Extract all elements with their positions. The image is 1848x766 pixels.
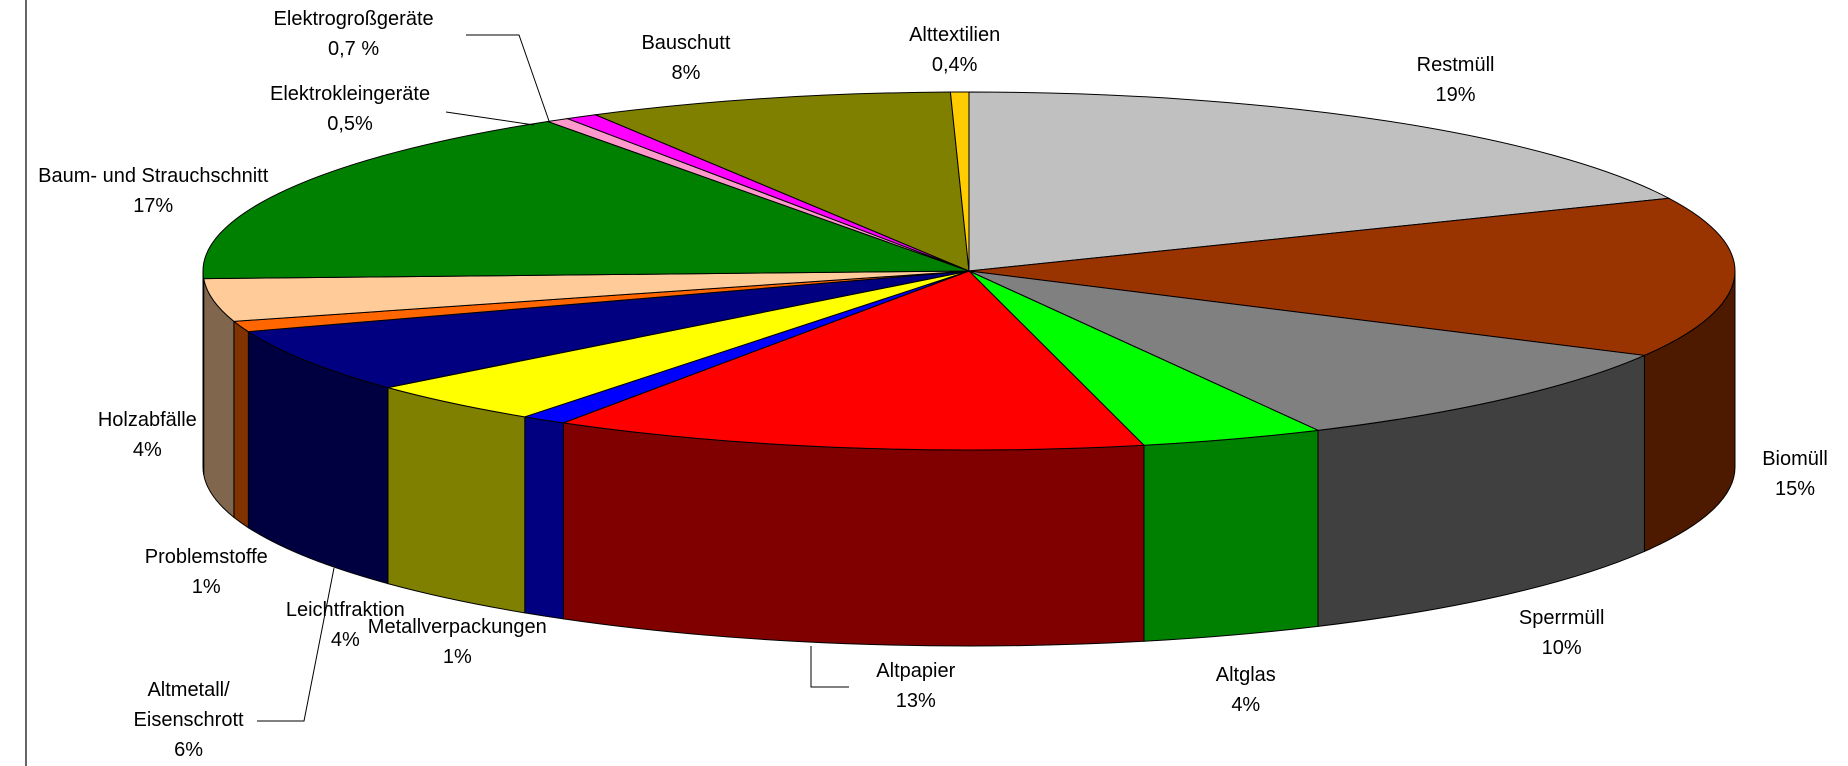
slice-value: 10%: [1541, 637, 1582, 660]
pie-slice: [968, 270, 1647, 431]
slice-label: Altglas 4%: [1216, 660, 1276, 720]
slice-label: Restmüll 19%: [1417, 50, 1495, 110]
slice-value: 6%: [174, 739, 204, 762]
slice-name: Restmüll: [1416, 53, 1495, 76]
slice-name: Altpapier: [876, 660, 956, 683]
leader-line: [810, 646, 849, 688]
slice-value: 4%: [132, 439, 162, 462]
slice-value: 17%: [133, 195, 174, 218]
slice-label: Holzabfälle 4%: [98, 405, 197, 465]
pie-slice: [949, 91, 970, 272]
leader-line: [257, 567, 335, 722]
slice-label: Elektrokleingeräte 0,5%: [270, 79, 430, 139]
slice-name: Bauschutt: [641, 32, 731, 55]
pie-slice: [968, 197, 1736, 356]
pie-slice: [593, 91, 970, 272]
pie-side: [562, 422, 1145, 647]
pie-slice: [246, 270, 970, 389]
slice-value: 4%: [1231, 694, 1261, 717]
slice-label: Sperrmüll 10%: [1519, 603, 1605, 663]
slice-value: 1%: [442, 645, 472, 668]
pie-slice: [202, 120, 970, 280]
pie-slice: [968, 91, 1671, 272]
leader-line: [466, 34, 550, 122]
slice-value: 0,7 %: [327, 37, 380, 60]
slice-label: Alttextilien 0,4%: [909, 20, 1000, 80]
slice-value: 0,4%: [931, 54, 978, 77]
pie-slice: [968, 270, 1320, 446]
slice-name: Problemstoffe: [144, 546, 268, 569]
slice-name: Metallverpackungen: [367, 615, 547, 638]
pie-side: [202, 270, 205, 475]
slice-label: Elektrogroßgeräte 0,7 %: [274, 4, 434, 64]
slice-name: Leichtfraktion: [285, 599, 405, 622]
pie-sides: [202, 270, 1736, 647]
leader-lines: [257, 34, 849, 722]
slice-name: Altmetall/ Eisenschrott: [133, 679, 244, 732]
slice-value: 15%: [1774, 478, 1816, 501]
pie-slice: [563, 270, 1146, 451]
slice-name: Baum- und Strauchschnitt: [38, 165, 269, 188]
slice-value: 13%: [895, 690, 936, 713]
slice-label: Metallverpackungen 1%: [368, 612, 547, 672]
pie-side: [387, 386, 526, 614]
slice-value: 0,5%: [327, 112, 373, 135]
slice-name: Altglas: [1215, 664, 1276, 687]
slice-value: 4%: [330, 629, 360, 652]
pie-side: [524, 416, 564, 620]
slice-name: Elektrokleingeräte: [269, 82, 431, 105]
pie-slice: [387, 270, 970, 418]
slice-name: Elektrogroßgeräte: [273, 7, 434, 30]
slice-label: Altpapier 13%: [876, 656, 955, 716]
pie-tops: [202, 91, 1736, 451]
pie-side: [233, 320, 249, 529]
slice-name: Alttextilien: [909, 24, 1001, 47]
slice-name: Holzabfälle: [97, 409, 197, 432]
slice-label: Problemstoffe 1%: [145, 542, 268, 602]
slice-label: Altmetall/ Eisenschrott 6%: [134, 675, 244, 765]
slice-value: 19%: [1435, 83, 1476, 106]
slice-label: Biomüll 15%: [1762, 444, 1828, 504]
pie-slice: [203, 270, 970, 322]
slice-label: Bauschutt 8%: [641, 28, 730, 88]
slice-value: 8%: [671, 62, 701, 85]
leader-line: [445, 111, 535, 126]
slice-name: Sperrmüll: [1518, 607, 1605, 630]
slice-label: Leichtfraktion 4%: [286, 595, 405, 655]
slice-name: Biomüll: [1762, 448, 1828, 471]
pie-side: [1143, 429, 1319, 642]
slice-label: Baum- und Strauchschnitt 17%: [38, 161, 268, 221]
slice-value: 1%: [191, 576, 221, 599]
